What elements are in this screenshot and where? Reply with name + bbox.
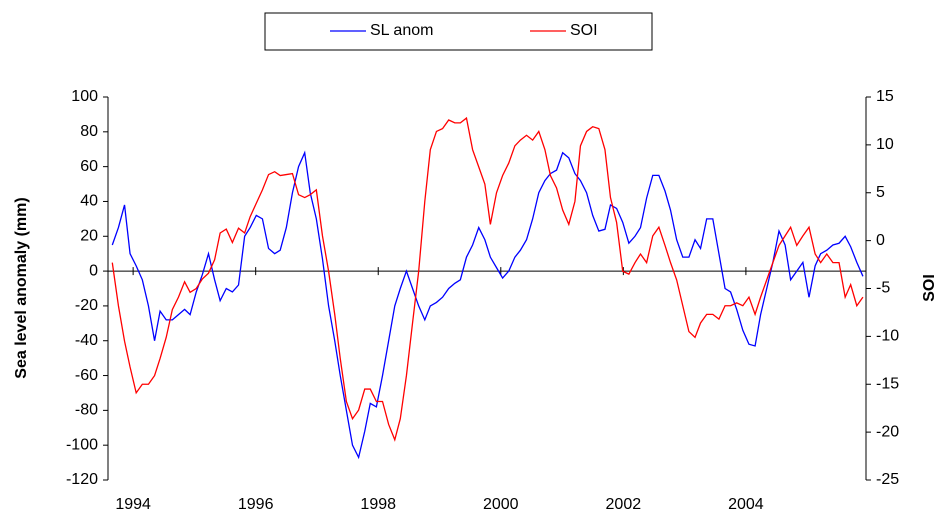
y-tick-label: -120 — [66, 471, 98, 488]
y-tick-label: 20 — [80, 227, 98, 244]
x-tick-label: 2002 — [606, 496, 642, 513]
y-tick-label: 80 — [80, 123, 98, 140]
y-tick-label: 100 — [71, 88, 98, 105]
x-tick-label: 2004 — [728, 496, 764, 513]
y2-tick-label: 10 — [876, 136, 894, 153]
y-tick-label: -100 — [66, 436, 98, 453]
y2-tick-label: -10 — [876, 328, 899, 345]
x-tick-label: 2000 — [483, 496, 519, 513]
y2-tick-label: 0 — [876, 232, 885, 249]
y-axis-title: Sea level anomaly (mm) — [13, 197, 30, 378]
y-tick-label: 0 — [89, 262, 98, 279]
legend-label: SL anom — [370, 22, 433, 39]
y2-tick-label: -20 — [876, 423, 899, 440]
y-tick-label: -40 — [75, 332, 98, 349]
series-line — [111, 150, 864, 460]
x-tick-label: 1994 — [115, 496, 151, 513]
y2-tick-label: -5 — [876, 280, 890, 297]
legend-box — [264, 12, 653, 51]
y2-axis-title: SOI — [921, 274, 938, 302]
y2-tick-label: -15 — [876, 375, 899, 392]
x-tick-label: 1998 — [360, 496, 396, 513]
legend-label: SOI — [570, 22, 598, 39]
y-tick-label: 60 — [80, 158, 98, 175]
y-tick-label: -60 — [75, 367, 98, 384]
x-tick-label: 1996 — [238, 496, 274, 513]
y-tick-label: -20 — [75, 297, 98, 314]
y-tick-label: 40 — [80, 193, 98, 210]
y2-tick-label: -25 — [876, 471, 899, 488]
y-tick-label: -80 — [75, 402, 98, 419]
y2-tick-label: 15 — [876, 88, 894, 105]
series-line — [111, 116, 864, 442]
y2-tick-label: 5 — [876, 184, 885, 201]
